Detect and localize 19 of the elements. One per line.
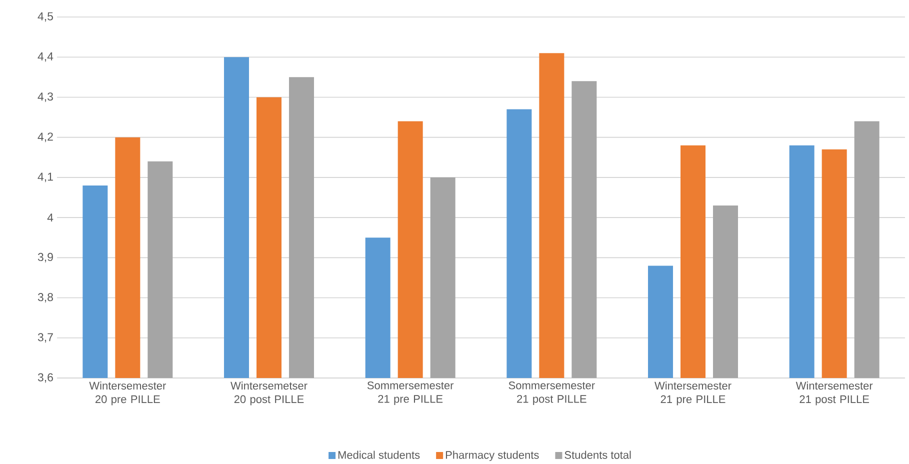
legend-label: Medical students: [338, 450, 420, 459]
y-tick-label: 4: [47, 214, 54, 222]
y-tick-label: 3,6: [38, 373, 53, 383]
y-tick-label: 4,4: [38, 52, 54, 62]
x-tick-label: Wintersemester 21 pre PILLE: [654, 382, 732, 406]
y-tick-label: 3,9: [38, 252, 53, 262]
y-tick-label: 4,1: [38, 172, 53, 182]
x-tick-label: Sommersemester 21 pre PILLE: [367, 382, 454, 405]
x-tick-label: Sommersemester 21 post PILLE: [508, 382, 595, 405]
y-tick-label: 3,7: [38, 333, 53, 343]
x-tick-label: Wintersemester 20 pre PILLE: [89, 382, 166, 406]
y-tick-label: 4,2: [38, 132, 53, 142]
legend-label: Students total: [564, 450, 631, 459]
y-tick-label: 4,5: [38, 12, 53, 22]
x-tick-label: Wintersemester 21 post PILLE: [796, 382, 873, 406]
y-tick-label: 4,3: [38, 92, 53, 102]
legend-label: Pharmacy students: [446, 450, 539, 462]
x-tick-label: Wintersemetser 20 post PILLE: [230, 382, 308, 406]
y-tick-label: 3,8: [38, 293, 53, 303]
